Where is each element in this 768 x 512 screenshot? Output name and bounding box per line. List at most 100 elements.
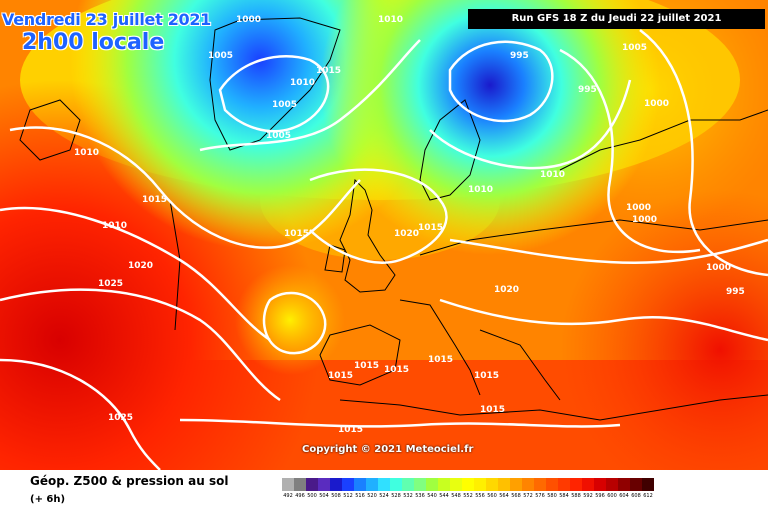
forecast-time: 2h00 locale xyxy=(22,30,165,55)
isobar-label: 1000 xyxy=(236,15,261,25)
color-scale-labels: 492 496 500 504 508 512 516 520 524 528 532 536 540 5… xyxy=(282,493,654,499)
scale-swatch xyxy=(450,478,462,491)
scale-swatch xyxy=(546,478,558,491)
isobar-label: 1010 xyxy=(74,148,99,158)
scale-label: 540 xyxy=(427,493,437,499)
scale-label: 524 xyxy=(379,493,389,499)
scale-label: 552 xyxy=(463,493,473,499)
scale-swatch xyxy=(642,478,654,491)
scale-swatch xyxy=(486,478,498,491)
isobar-label: 995 xyxy=(726,287,745,297)
scale-label: 576 xyxy=(535,493,545,499)
scale-label: 612 xyxy=(643,493,653,499)
scale-swatch xyxy=(402,478,414,491)
scale-swatch xyxy=(462,478,474,491)
scale-swatch xyxy=(342,478,354,491)
scale-swatch xyxy=(318,478,330,491)
isobar-label: 1015 xyxy=(480,405,505,415)
isobar-label: 1000 xyxy=(706,263,731,273)
scale-swatch xyxy=(306,478,318,491)
isobar-label: 1015 xyxy=(284,229,309,239)
isobar-label: 1020 xyxy=(494,285,519,295)
scale-label: 492 xyxy=(283,493,293,499)
scale-swatch xyxy=(558,478,570,491)
scale-label: 500 xyxy=(307,493,317,499)
isobar-label: 1015 xyxy=(384,365,409,375)
isobar-labels: 1000 1010 1005 1015 1010 1005 1005 1010 … xyxy=(74,15,745,435)
scale-swatch xyxy=(522,478,534,491)
scale-label: 588 xyxy=(571,493,581,499)
scale-label: 564 xyxy=(499,493,509,499)
isobar-label: 1015 xyxy=(328,371,353,381)
isobar-label: 1020 xyxy=(394,229,419,239)
scale-swatch xyxy=(474,478,486,491)
scale-swatch xyxy=(510,478,522,491)
isobar-label: 1005 xyxy=(266,131,291,141)
isobar-label: 1010 xyxy=(378,15,403,25)
isobar-label: 1015 xyxy=(418,223,443,233)
isobar-label: 1015 xyxy=(428,355,453,365)
scale-label: 580 xyxy=(547,493,557,499)
scale-label: 508 xyxy=(331,493,341,499)
scale-swatch xyxy=(570,478,582,491)
field-low-scandinavia xyxy=(0,0,768,470)
scale-label: 572 xyxy=(523,493,533,499)
scale-label: 604 xyxy=(619,493,629,499)
isobars xyxy=(0,29,768,470)
isobar-label: 995 xyxy=(578,85,597,95)
isobar-label: 1000 xyxy=(632,215,657,225)
color-scale xyxy=(282,478,654,491)
isobar-label: 1000 xyxy=(626,203,651,213)
scale-swatch xyxy=(426,478,438,491)
scale-swatch xyxy=(630,478,642,491)
isobar-label: 1010 xyxy=(540,170,565,180)
scale-swatch xyxy=(354,478,366,491)
isobar-label: 1010 xyxy=(468,185,493,195)
legend-subtitle: (+ 6h) xyxy=(30,494,66,505)
scale-swatch xyxy=(378,478,390,491)
isobar-label: 1015 xyxy=(142,195,167,205)
scale-label: 528 xyxy=(391,493,401,499)
scale-swatch xyxy=(282,478,294,491)
scale-label: 592 xyxy=(583,493,593,499)
scale-label: 596 xyxy=(595,493,605,499)
isobar-label: 1020 xyxy=(128,261,153,271)
scale-label: 516 xyxy=(355,493,365,499)
isobar-label: 1015 xyxy=(474,371,499,381)
scale-swatch xyxy=(594,478,606,491)
scale-label: 496 xyxy=(295,493,305,499)
legend-panel xyxy=(0,470,768,512)
scale-swatch xyxy=(294,478,306,491)
scale-label: 568 xyxy=(511,493,521,499)
scale-swatch xyxy=(498,478,510,491)
forecast-date: Vendredi 23 juillet 2021 xyxy=(2,10,212,29)
scale-label: 556 xyxy=(475,493,485,499)
scale-swatch xyxy=(330,478,342,491)
scale-swatch xyxy=(582,478,594,491)
scale-label: 548 xyxy=(451,493,461,499)
scale-swatch xyxy=(366,478,378,491)
scale-label: 608 xyxy=(631,493,641,499)
isobar-label: 1015 xyxy=(354,361,379,371)
scale-swatch xyxy=(606,478,618,491)
isobar-label: 1000 xyxy=(644,99,669,109)
scale-swatch xyxy=(534,478,546,491)
scale-label: 600 xyxy=(607,493,617,499)
isobar-label: 1015 xyxy=(338,425,363,435)
scale-label: 584 xyxy=(559,493,569,499)
weather-map: 1000 1010 1005 1015 1010 1005 1005 1010 … xyxy=(0,0,768,470)
scale-swatch xyxy=(618,478,630,491)
isobar-label: 1005 xyxy=(272,100,297,110)
isobar-label: 995 xyxy=(510,51,529,61)
scale-label: 512 xyxy=(343,493,353,499)
scale-swatch xyxy=(414,478,426,491)
isobar-label: 1010 xyxy=(290,78,315,88)
legend-title: Géop. Z500 & pression au sol xyxy=(30,474,229,488)
scale-label: 520 xyxy=(367,493,377,499)
scale-label: 532 xyxy=(403,493,413,499)
scale-swatch xyxy=(438,478,450,491)
scale-label: 504 xyxy=(319,493,329,499)
isobar-label: 1025 xyxy=(108,413,133,423)
isobar-label: 1015 xyxy=(316,66,341,76)
scale-label: 560 xyxy=(487,493,497,499)
